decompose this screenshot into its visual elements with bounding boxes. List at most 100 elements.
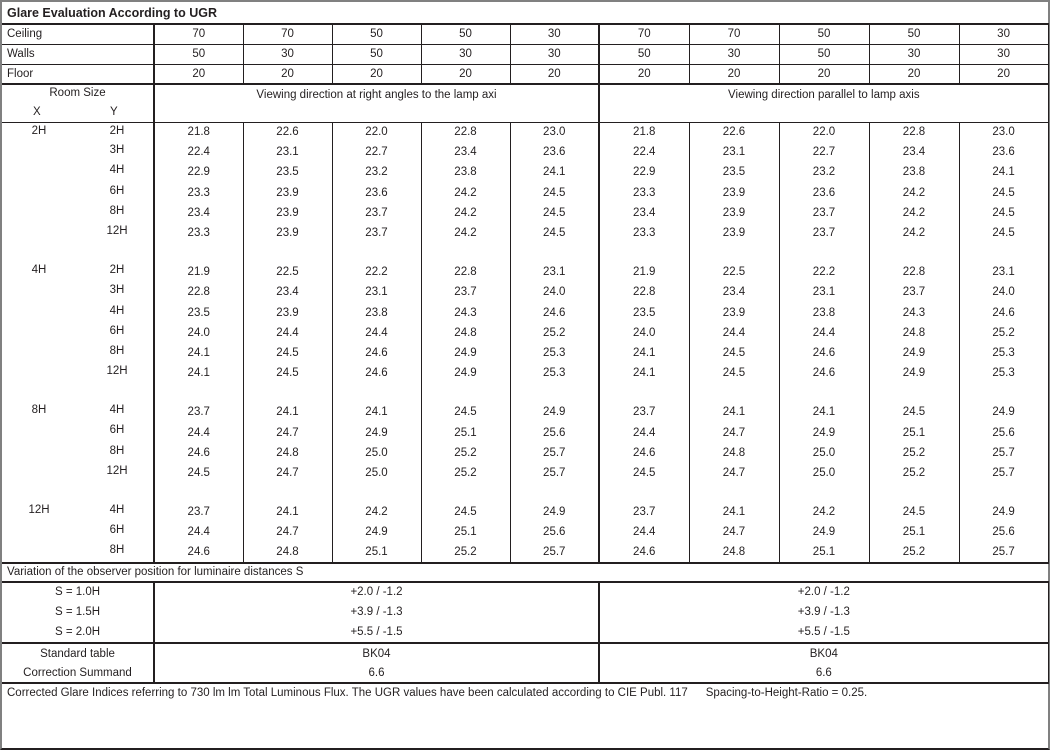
footnote-part1: Corrected Glare Indices referring to 730…: [7, 687, 688, 700]
gap-cell: [688, 483, 779, 502]
room-size-cell: 8H: [2, 343, 154, 363]
reflectance-value: 20: [420, 64, 510, 85]
ugr-value: 23.9: [688, 202, 779, 223]
ugr-value: 23.9: [242, 182, 332, 203]
ugr-value: 23.7: [868, 282, 959, 303]
data-row: 6H 24.4 24.7 24.9 25.1 25.6 24.4 24.7 24.9 25.1 25…: [2, 422, 1049, 443]
ugr-value: 24.5: [242, 363, 332, 384]
reflectance-value: 30: [688, 44, 779, 65]
room-y-value: 12H: [106, 224, 128, 237]
ugr-value: 24.6: [153, 442, 243, 463]
reflectance-value: 70: [688, 24, 779, 45]
ugr-value: 24.8: [868, 322, 959, 343]
ugr-value: 24.0: [153, 322, 243, 343]
ugr-value: 21.9: [153, 262, 243, 283]
correction-summand-label: Correction Summand: [2, 663, 154, 685]
ugr-value: 23.5: [688, 162, 779, 183]
ugr-value: 25.3: [509, 342, 599, 364]
ugr-value: 24.7: [242, 522, 332, 543]
gap-cell: [331, 383, 421, 403]
ugr-value: 24.5: [509, 222, 599, 244]
variation-value-parallel: +5.5 / -1.5: [597, 622, 1049, 645]
ugr-value: 24.4: [688, 322, 779, 343]
variation-value-perpendicular: +2.0 / -1.2: [153, 581, 599, 603]
ugr-value: 22.2: [331, 262, 421, 283]
ugr-value: 23.7: [420, 282, 510, 303]
room-size-cell: 3H: [2, 142, 154, 162]
ugr-value: 24.5: [153, 462, 243, 483]
ugr-value: 23.7: [778, 222, 869, 244]
data-row: 4H 23.5 23.9 23.8 24.3 24.6 23.5 23.9 23.8 24.3 24…: [2, 302, 1049, 323]
ugr-value: 24.9: [509, 502, 599, 523]
ugr-value: 22.6: [688, 122, 779, 143]
ugr-value: 24.8: [688, 442, 779, 463]
title-row: Glare Evaluation According to UGR: [2, 2, 1049, 25]
ugr-value: 22.7: [331, 142, 421, 163]
viewing-direction-parallel: Viewing direction parallel to lamp axis: [597, 84, 1049, 123]
ugr-value: 25.0: [778, 462, 869, 483]
ugr-value: 25.6: [509, 522, 599, 543]
ugr-value: 24.6: [598, 542, 689, 563]
ugr-value: 25.2: [420, 542, 510, 563]
ugr-value: 23.4: [420, 142, 510, 163]
reflectance-value: 50: [778, 44, 869, 65]
room-size-cell: 4H: [2, 303, 154, 323]
ugr-value: 23.2: [331, 162, 421, 183]
variation-value-parallel: +3.9 / -1.3: [597, 602, 1049, 623]
ugr-value: 22.8: [598, 282, 689, 303]
ugr-value: 24.7: [242, 422, 332, 443]
ugr-value: 24.2: [420, 182, 510, 203]
gap-cell: [2, 383, 154, 402]
ugr-value: 24.9: [868, 342, 959, 364]
reflectance-value: 70: [242, 24, 332, 45]
ugr-value: 24.1: [688, 402, 779, 423]
ugr-value: 24.9: [778, 522, 869, 543]
ugr-value: 22.6: [242, 122, 332, 143]
room-size-cell: 3H: [2, 282, 154, 302]
gap-cell: [688, 243, 779, 263]
data-row: 8H 4H 23.7 24.1 24.1 24.5 24.9 23.7 24.1 24.1 24.5…: [2, 402, 1049, 423]
ugr-value: 24.0: [509, 282, 599, 303]
note-row: Corrected Glare Indices referring to 730…: [2, 683, 1048, 731]
room-x-value: 2H: [31, 124, 47, 137]
room-y-value: 12H: [106, 464, 128, 477]
ugr-value: 23.1: [509, 262, 599, 283]
ugr-value: 24.8: [242, 442, 332, 463]
ugr-value: 25.3: [958, 342, 1049, 364]
page-title: Glare Evaluation According to UGR: [2, 2, 1049, 25]
ugr-value: 23.4: [688, 282, 779, 303]
ugr-value: 24.2: [420, 202, 510, 223]
variation-row: S = 1.0H +2.0 / -1.2 +2.0 / -1.2: [2, 581, 1049, 603]
reflectance-value: 30: [242, 44, 332, 65]
room-size-cell: 8H: [2, 542, 154, 562]
standard-table-value-parallel: BK04: [597, 643, 1049, 664]
ugr-value: 23.7: [153, 502, 243, 523]
ugr-value: 24.7: [688, 422, 779, 443]
ugr-value: 24.2: [778, 502, 869, 523]
ugr-value: 24.2: [868, 182, 959, 203]
ugr-value: 24.5: [958, 202, 1049, 223]
ugr-value: 23.1: [331, 282, 421, 303]
gap-cell: [598, 383, 689, 403]
data-row: 8H 24.6 24.8 25.0 25.2 25.7 24.6 24.8 25.0 25.2 25…: [2, 442, 1049, 463]
room-size-cell: 2H 2H: [2, 122, 154, 142]
gap-cell: [958, 243, 1049, 263]
gap-cell: [2, 483, 154, 502]
ugr-value: 25.7: [958, 462, 1049, 483]
data-row: 2H 2H 21.8 22.6 22.0 22.8 23.0 21.8 22.6 22.0 22.8…: [2, 122, 1049, 143]
ugr-value: 24.8: [688, 542, 779, 563]
reflectance-value: 20: [958, 64, 1049, 85]
ugr-value: 24.1: [598, 363, 689, 384]
reflectance-value: 70: [598, 24, 689, 45]
gap-cell: [509, 383, 599, 403]
ugr-value: 25.3: [958, 363, 1049, 384]
ugr-value: 24.9: [868, 363, 959, 384]
room-y-value: 8H: [109, 204, 125, 217]
ugr-value: 24.6: [778, 342, 869, 364]
data-row: 4H 2H 21.9 22.5 22.2 22.8 23.1 21.9 22.5 22.2 22.8…: [2, 262, 1049, 283]
room-size-band: Room Size X Y Viewing direction at right an…: [2, 84, 1049, 123]
ugr-value: 23.7: [778, 202, 869, 223]
ugr-value: 24.9: [331, 422, 421, 443]
gap-cell: [331, 243, 421, 263]
ugr-value: 23.6: [331, 182, 421, 203]
